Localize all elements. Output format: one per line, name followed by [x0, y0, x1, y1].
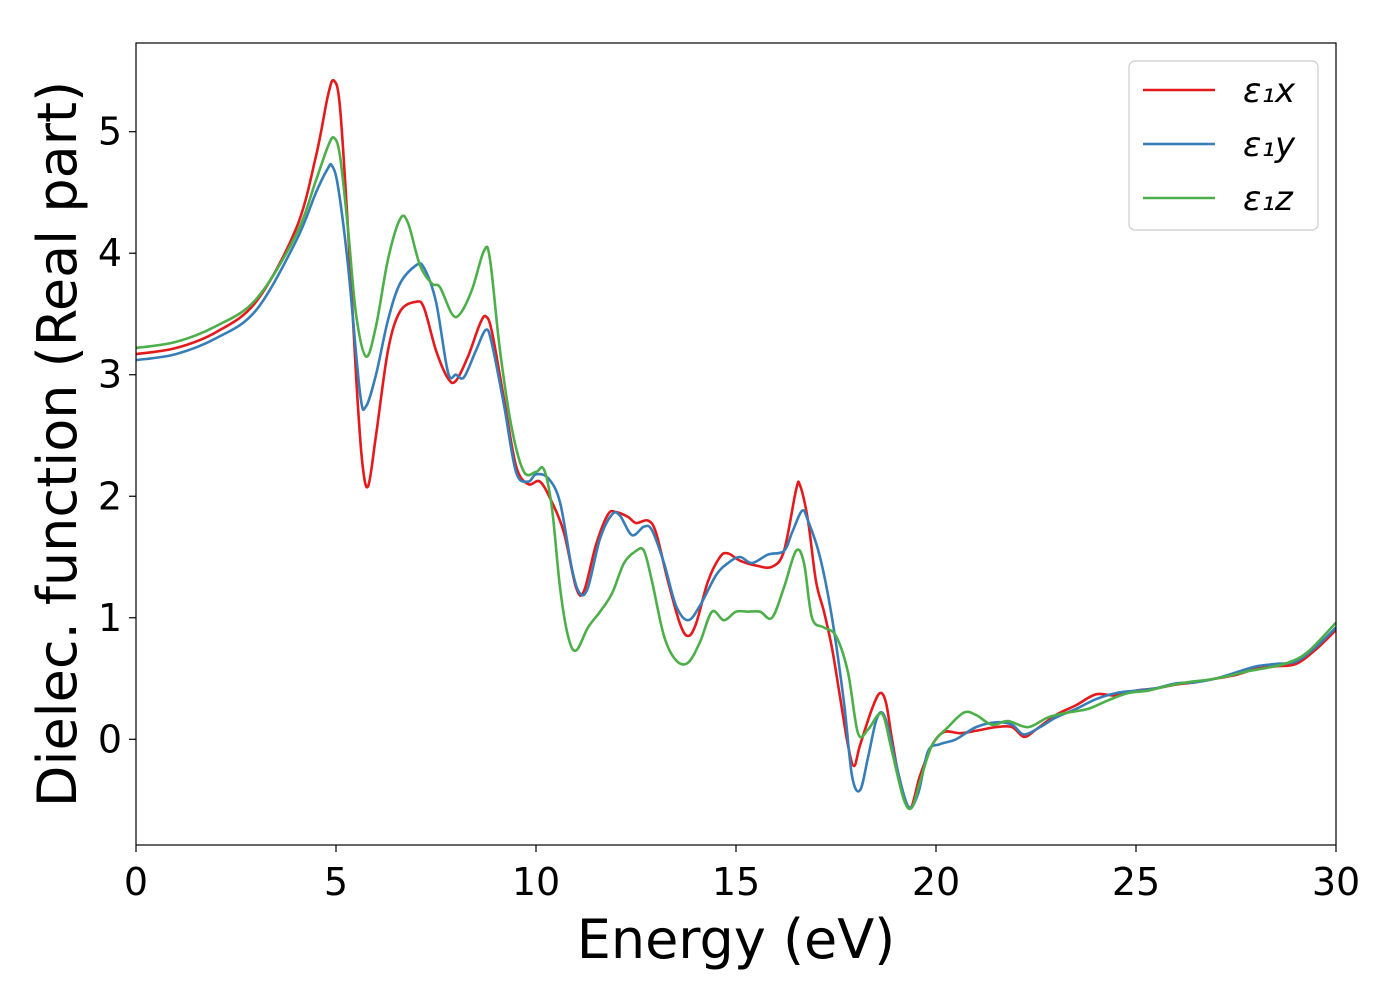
x-tick-label: 5 [324, 860, 348, 904]
x-tick-label: 10 [512, 860, 560, 904]
y-tick-label: 5 [98, 110, 122, 154]
series-line-1 [136, 162, 1336, 809]
x-tick-label: 30 [1312, 860, 1360, 904]
legend-label-1: ε₁y [1243, 125, 1296, 165]
series-layer [136, 78, 1336, 811]
legend: ε₁x ε₁y ε₁z [1128, 60, 1319, 231]
legend-box [1128, 60, 1319, 231]
series-line-2 [136, 136, 1336, 811]
y-tick-label: 4 [98, 231, 122, 275]
x-tick-label: 15 [712, 860, 760, 904]
tick-layer: 0 5 10 15 20 25 30 0 1 2 3 4 5 [98, 110, 1360, 904]
x-tick-label: 25 [1112, 860, 1160, 904]
y-tick-label: 3 [98, 353, 122, 397]
legend-label-0: ε₁x [1243, 71, 1296, 111]
x-tick-label: 20 [912, 860, 960, 904]
x-tick-label: 0 [124, 860, 148, 904]
x-axis-label: Energy (eV) [577, 908, 896, 971]
y-tick-label: 2 [98, 474, 122, 518]
y-tick-label: 1 [98, 596, 122, 640]
y-tick-label: 0 [98, 717, 122, 761]
legend-label-2: ε₁z [1243, 179, 1294, 219]
y-axis-label: Dielec. function (Real part) [26, 81, 89, 807]
